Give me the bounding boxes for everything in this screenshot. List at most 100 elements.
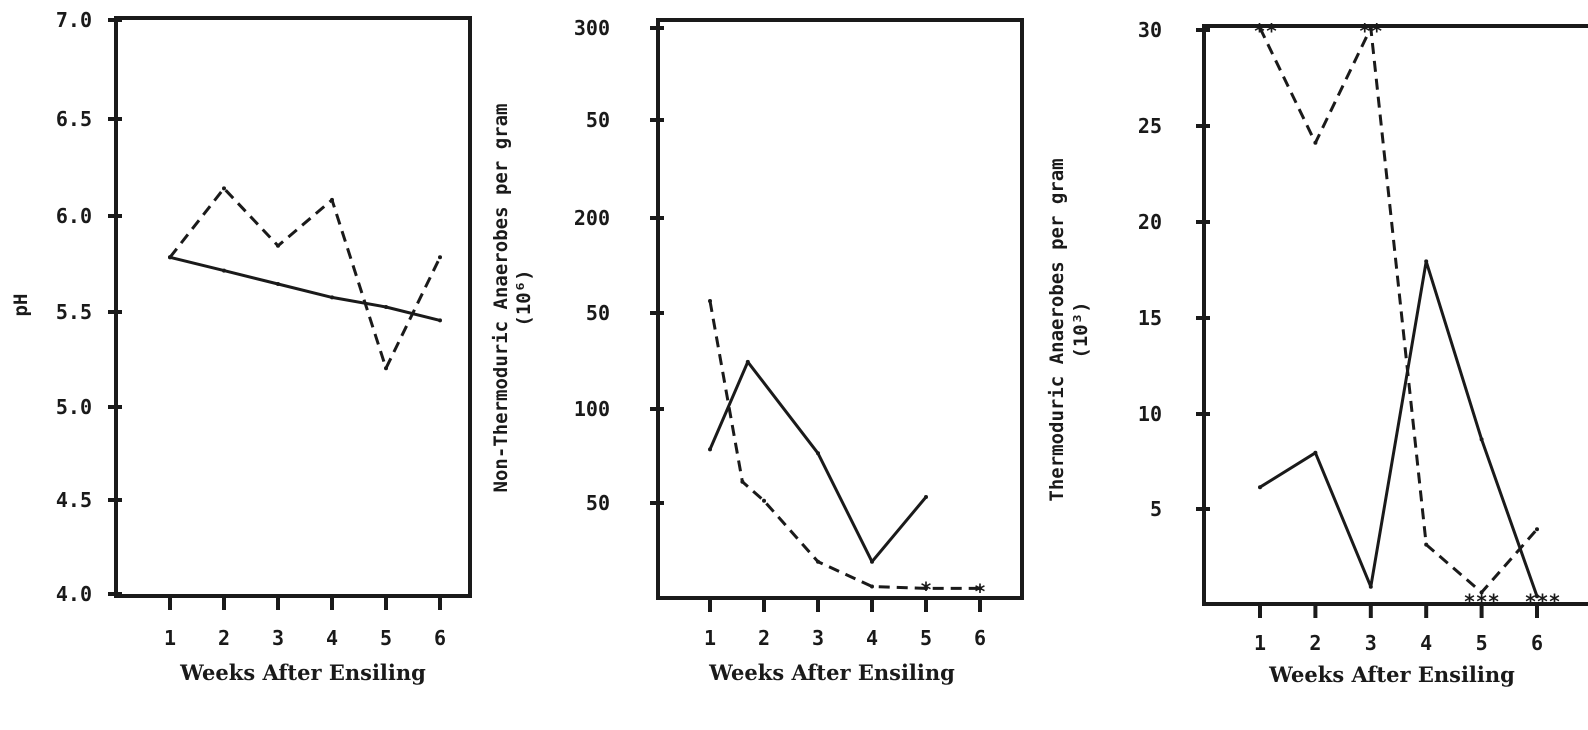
x-tick-label: 2 bbox=[1309, 631, 1321, 655]
y-axis-title: Thermoduric Anaerobes per gram bbox=[1046, 158, 1068, 501]
data-point bbox=[1535, 527, 1539, 532]
data-point bbox=[1313, 140, 1318, 145]
y-tick-label: 50 bbox=[586, 491, 610, 515]
data-point bbox=[924, 495, 928, 499]
data-point bbox=[384, 305, 388, 309]
data-point bbox=[978, 586, 982, 591]
y-tick-label: 4.0 bbox=[56, 582, 92, 606]
data-point bbox=[330, 197, 334, 202]
y-tick-label: 5.0 bbox=[56, 395, 92, 419]
y-tick-label: 4.5 bbox=[56, 488, 92, 512]
data-point bbox=[762, 498, 766, 503]
y-axis-title: Non-Thermoduric Anaerobes per gram bbox=[490, 104, 512, 493]
x-tick-label: 5 bbox=[920, 626, 932, 650]
y-tick-label: 15 bbox=[1138, 306, 1162, 330]
x-tick-label: 1 bbox=[704, 626, 716, 650]
y-axis-units: (10⁶) bbox=[513, 269, 535, 326]
data-point bbox=[1479, 590, 1484, 595]
asterisk-marker: *** bbox=[1464, 589, 1500, 613]
data-point bbox=[276, 243, 280, 248]
series-lines bbox=[708, 299, 982, 591]
data-point bbox=[870, 559, 874, 564]
x-tick-label: 3 bbox=[272, 626, 284, 650]
data-point bbox=[708, 299, 712, 303]
y-tick-label: 5 bbox=[1150, 497, 1162, 521]
x-axis-title: Weeks After Ensiling bbox=[1268, 662, 1515, 687]
series-markers: ** ***** *** bbox=[1253, 19, 1560, 613]
x-axis-ticks: 1 2 3 4 5 6 bbox=[704, 596, 986, 650]
asterisk-marker: * bbox=[974, 579, 986, 603]
x-tick-label: 3 bbox=[1365, 631, 1377, 655]
x-tick-label: 2 bbox=[758, 626, 770, 650]
y-axis-title: pH bbox=[10, 294, 32, 317]
data-point bbox=[438, 255, 442, 260]
solid-series-line bbox=[708, 360, 928, 564]
x-tick-label: 4 bbox=[866, 626, 878, 650]
y-tick-label: 5.5 bbox=[56, 300, 92, 324]
asterisk-marker: ** bbox=[1253, 19, 1277, 43]
y-tick-label: 6.5 bbox=[56, 107, 92, 131]
x-axis-ticks: 1 2 3 4 5 6 bbox=[164, 594, 446, 650]
y-axis-ticks: 4.0 4.5 5.0 5.5 6.0 6.5 7.0 bbox=[56, 8, 122, 606]
x-tick-label: 5 bbox=[380, 626, 392, 650]
data-point bbox=[384, 366, 388, 371]
x-axis-ticks: 1 2 3 4 5 6 bbox=[1254, 602, 1543, 655]
ph-chart-panel: 4.0 4.5 5.0 5.5 6.0 6.5 7.0 1 2 3 4 5 6 Weeks After… bbox=[10, 8, 472, 685]
data-point bbox=[1368, 584, 1373, 589]
plot-frame bbox=[114, 16, 472, 598]
plot-frame bbox=[1202, 24, 1588, 606]
asterisk-marker: ** bbox=[1359, 19, 1383, 43]
solid-series-line bbox=[169, 255, 441, 322]
data-point bbox=[330, 295, 334, 300]
x-tick-label: 1 bbox=[1254, 631, 1266, 655]
data-point bbox=[1258, 485, 1262, 490]
data-point bbox=[1258, 26, 1262, 30]
data-point bbox=[816, 451, 820, 456]
x-axis-title: Weeks After Ensiling bbox=[708, 660, 955, 685]
data-point bbox=[1424, 542, 1429, 547]
data-point bbox=[1368, 26, 1373, 30]
data-point bbox=[924, 586, 928, 591]
asterisk-marker: *** bbox=[1524, 589, 1560, 613]
x-tick-label: 3 bbox=[812, 626, 824, 650]
x-tick-label: 4 bbox=[326, 626, 338, 650]
y-axis-ticks: 5 10 15 20 25 30 bbox=[1138, 18, 1210, 521]
x-tick-label: 1 bbox=[164, 626, 176, 650]
y-tick-label: 20 bbox=[1138, 210, 1162, 234]
series-markers: * * bbox=[920, 578, 986, 604]
y-tick-label: 100 bbox=[574, 397, 610, 421]
data-point bbox=[1313, 450, 1318, 455]
y-tick-label: 300 bbox=[574, 16, 610, 40]
y-tick-label: 50 bbox=[586, 108, 610, 132]
dashed-series-line bbox=[1258, 26, 1539, 594]
x-tick-label: 6 bbox=[434, 626, 446, 650]
plot-frame bbox=[656, 18, 1024, 600]
x-axis-title: Weeks After Ensiling bbox=[179, 660, 426, 685]
y-axis-ticks: 50 100 50 200 50 300 bbox=[574, 16, 664, 515]
y-tick-label: 200 bbox=[574, 206, 610, 230]
x-tick-label: 4 bbox=[1420, 631, 1432, 655]
y-tick-label: 25 bbox=[1138, 114, 1162, 138]
asterisk-marker: * bbox=[920, 578, 932, 602]
solid-series-line bbox=[1259, 259, 1539, 597]
x-tick-label: 6 bbox=[974, 626, 986, 650]
y-tick-label: 30 bbox=[1138, 18, 1162, 42]
data-point bbox=[816, 559, 820, 564]
data-point bbox=[870, 584, 874, 589]
x-tick-label: 5 bbox=[1476, 631, 1488, 655]
data-point bbox=[168, 255, 172, 260]
y-tick-label: 7.0 bbox=[56, 8, 92, 32]
data-point bbox=[745, 359, 750, 364]
data-point bbox=[1535, 594, 1539, 599]
y-tick-label: 50 bbox=[586, 301, 610, 325]
y-tick-label: 6.0 bbox=[56, 204, 92, 228]
data-point bbox=[740, 479, 745, 484]
series-lines bbox=[168, 186, 442, 371]
dashed-series-line bbox=[708, 300, 980, 590]
dashed-series-line bbox=[168, 186, 442, 370]
y-tick-label: 10 bbox=[1138, 402, 1162, 426]
x-tick-label: 6 bbox=[1531, 631, 1543, 655]
